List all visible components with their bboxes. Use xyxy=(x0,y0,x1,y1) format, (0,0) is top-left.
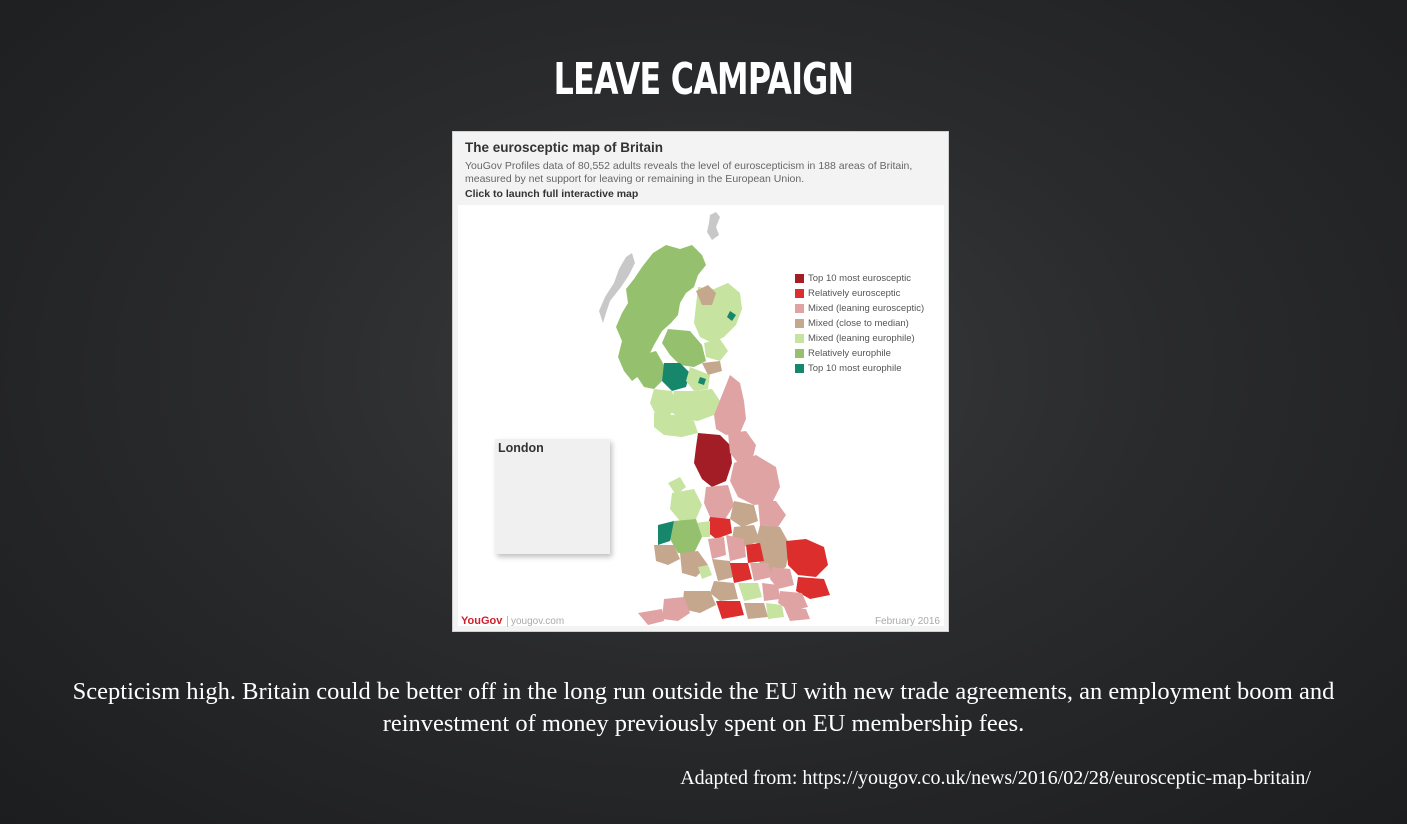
edinburgh-city xyxy=(698,377,706,385)
leicestershire-region xyxy=(750,563,772,581)
launch-map-link[interactable]: Click to launch full interactive map xyxy=(465,188,639,200)
london-inset[interactable]: London xyxy=(495,439,610,554)
eurosceptic-map-card[interactable]: The eurosceptic map of Britain YouGov Pr… xyxy=(452,131,949,632)
footer-date: February 2016 xyxy=(874,616,940,627)
legend-swatch xyxy=(795,274,804,283)
ayrshire-region xyxy=(650,389,676,419)
legend-item: Mixed (leaning europhile) xyxy=(795,331,924,346)
legend-swatch xyxy=(795,289,804,298)
north-wales-region xyxy=(670,489,702,521)
legend-item: Mixed (leaning eurosceptic) xyxy=(795,301,924,316)
map-footer: YouGov yougov.com February 2016 xyxy=(453,613,948,631)
map-legend: Top 10 most eurosceptic Relatively euros… xyxy=(795,271,924,376)
hampshire-region xyxy=(744,603,768,619)
mid-wales-region xyxy=(670,519,702,553)
map-title: The eurosceptic map of Britain xyxy=(465,140,664,155)
legend-label: Relatively europhile xyxy=(808,348,891,359)
footer-divider xyxy=(507,616,508,627)
legend-swatch xyxy=(795,349,804,358)
slide-caption: Scepticism high. Britain could be better… xyxy=(72,678,1335,737)
legend-label: Top 10 most eurosceptic xyxy=(808,273,911,284)
manchester-region xyxy=(706,517,732,539)
kent-region xyxy=(784,607,810,621)
cheshire-region xyxy=(708,537,726,559)
aberdeen-city xyxy=(727,311,736,321)
wiltshire-region xyxy=(716,601,744,619)
glasgow-region xyxy=(662,363,690,391)
moray-region xyxy=(696,285,716,305)
lincolnshire-region xyxy=(756,525,790,575)
west-yorkshire-region xyxy=(730,501,758,527)
legend-item: Relatively europhile xyxy=(795,346,924,361)
map-description: YouGov Profiles data of 80,552 adults re… xyxy=(465,160,913,185)
slide-title: LEAVE CAMPAIGN xyxy=(553,54,854,105)
britain-map xyxy=(506,212,830,625)
dumfries-region xyxy=(654,413,698,437)
anglesey-region xyxy=(668,477,686,495)
legend-item: Top 10 most europhile xyxy=(795,361,924,376)
london-inset-title: London xyxy=(498,441,544,455)
legend-item: Top 10 most eurosceptic xyxy=(795,271,924,286)
borders-region xyxy=(670,389,720,421)
northern-isles xyxy=(599,212,720,323)
pembrokeshire-region xyxy=(654,545,680,565)
somerset-region xyxy=(682,591,716,613)
yougov-logo: YouGov xyxy=(461,615,503,627)
legend-label: Mixed (close to median) xyxy=(808,318,909,329)
legend-swatch xyxy=(795,319,804,328)
cardiff-region xyxy=(698,565,712,579)
legend-label: Mixed (leaning eurosceptic) xyxy=(808,303,925,314)
suffolk-region xyxy=(796,577,830,599)
legend-label: Top 10 most europhile xyxy=(808,363,902,374)
argyll-region xyxy=(636,351,664,389)
scotland-regions xyxy=(616,245,742,437)
perth-region xyxy=(662,329,706,367)
durham-region xyxy=(728,431,756,463)
north-england-regions xyxy=(694,375,790,575)
highlands-region xyxy=(616,245,706,381)
angus-region xyxy=(704,339,728,361)
surrey-region xyxy=(766,603,784,619)
fife-region xyxy=(702,361,722,375)
legend-label: Mixed (leaning europhile) xyxy=(808,333,915,344)
wales-regions xyxy=(654,477,712,579)
south-england-regions xyxy=(638,581,810,625)
staffordshire-region xyxy=(712,559,734,581)
lancashire-region xyxy=(704,485,734,521)
legend-swatch xyxy=(795,334,804,343)
east-yorkshire-region xyxy=(758,501,786,527)
cumbria-region xyxy=(694,433,732,487)
west-midlands-region xyxy=(730,563,752,583)
essex-region xyxy=(778,591,808,611)
legend-swatch xyxy=(795,364,804,373)
norfolk-region xyxy=(786,539,828,577)
outer-hebrides xyxy=(599,253,635,323)
midlands-regions xyxy=(708,535,830,599)
hertfordshire-region xyxy=(762,583,780,601)
nottinghamshire-region xyxy=(746,543,764,563)
map-area[interactable]: London Top 10 most eurosceptic Relativel… xyxy=(458,205,944,626)
footer-url: yougov.com xyxy=(511,616,565,627)
oxfordshire-region xyxy=(738,583,762,601)
gloucestershire-region xyxy=(710,581,738,601)
northumberland-region xyxy=(714,375,746,435)
ceredigion-region xyxy=(658,521,674,545)
cornwall-region xyxy=(638,609,664,625)
derbyshire-region xyxy=(726,535,746,561)
north-yorkshire-region xyxy=(730,455,780,505)
devon-region xyxy=(662,597,690,621)
legend-item: Mixed (close to median) xyxy=(795,316,924,331)
shetland-islands xyxy=(707,212,720,240)
legend-item: Relatively eurosceptic xyxy=(795,286,924,301)
legend-label: Relatively eurosceptic xyxy=(808,288,901,299)
legend-swatch xyxy=(795,304,804,313)
cambridgeshire-region xyxy=(770,567,794,589)
source-citation: Adapted from: https://yougov.co.uk/news/… xyxy=(680,767,1311,789)
